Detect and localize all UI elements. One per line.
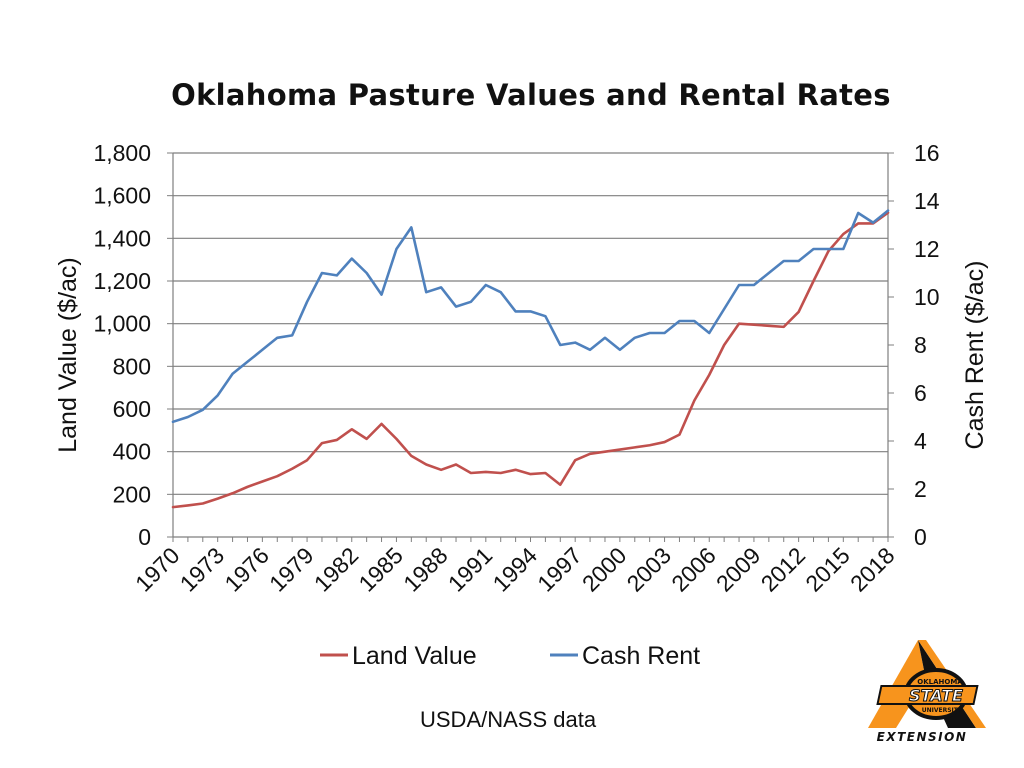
- x-tick-label: 2012: [756, 542, 811, 597]
- x-tick-label: 1979: [264, 542, 319, 597]
- left-tick-label: 800: [113, 353, 151, 379]
- right-tick-label: 12: [914, 236, 940, 262]
- legend-label-cash-rent: Cash Rent: [582, 642, 700, 670]
- series-line-land-value: [171, 211, 890, 509]
- left-tick-label: 1,600: [93, 183, 151, 209]
- left-tick-label: 600: [113, 396, 151, 422]
- left-tick-label: 400: [113, 439, 151, 465]
- x-tick-label: 2000: [577, 542, 632, 597]
- x-tick-label: 2009: [711, 542, 766, 597]
- right-axis-ticks: 0 2 4 6 8 10 12 14 16: [914, 140, 940, 550]
- x-tick-label: 2003: [622, 542, 677, 597]
- svg-text:EXTENSION: EXTENSION: [877, 730, 968, 744]
- left-tick-label: 1,200: [93, 268, 151, 294]
- series-line-cash-rent: [171, 209, 890, 424]
- x-tick-label: 1970: [130, 542, 185, 597]
- svg-text:STATE: STATE: [909, 686, 963, 705]
- x-tick-label: 1997: [532, 542, 587, 597]
- right-tick-label: 4: [914, 428, 927, 454]
- left-tick-label: 200: [113, 481, 151, 507]
- x-tick-label: 2018: [845, 542, 900, 597]
- right-tick-label: 6: [914, 380, 927, 406]
- x-tick-label: 1982: [309, 542, 364, 597]
- source-note: USDA/NASS data: [420, 707, 597, 732]
- x-tick-label: 1994: [487, 542, 542, 597]
- right-tick-label: 14: [914, 188, 940, 214]
- svg-text:UNIVERSITY: UNIVERSITY: [922, 707, 963, 714]
- x-tick-label: 2015: [800, 542, 855, 597]
- y-axis-title: Land Value ($/ac): [54, 257, 82, 453]
- x-tick-label: 2006: [666, 542, 721, 597]
- right-tick-label: 10: [914, 284, 940, 310]
- left-tick-label: 1,800: [93, 140, 151, 166]
- x-axis-ticks: 1970197319761979198219851988199119941997…: [130, 542, 900, 597]
- chart-title: Oklahoma Pasture Values and Rental Rates: [171, 78, 891, 112]
- y2-axis-title: Cash Rent ($/ac): [961, 261, 989, 450]
- right-tick-label: 16: [914, 140, 940, 166]
- x-tick-label: 1991: [443, 542, 498, 597]
- right-tick-label: 8: [914, 332, 927, 358]
- x-tick-label: 1976: [219, 542, 274, 597]
- legend: Land Value Cash Rent: [320, 642, 700, 670]
- x-tick-label: 1988: [398, 542, 453, 597]
- left-tick-label: 0: [138, 524, 151, 550]
- left-tick-label: 1,400: [93, 225, 151, 251]
- right-tick-label: 0: [914, 524, 927, 550]
- legend-label-land-value: Land Value: [352, 642, 477, 670]
- osu-extension-logo: OKLAHOMA STATE UNIVERSITY EXTENSION: [868, 640, 986, 744]
- series-layer: [171, 209, 890, 509]
- left-tick-label: 1,000: [93, 311, 151, 337]
- x-tick-label: 1985: [353, 542, 408, 597]
- x-tick-label: 1973: [175, 542, 230, 597]
- gridlines: [173, 152, 888, 538]
- right-tick-label: 2: [914, 476, 927, 502]
- svg-text:OKLAHOMA: OKLAHOMA: [917, 678, 963, 686]
- axes: [167, 152, 894, 542]
- left-axis-ticks: 0 200 400 600 800 1,000 1,200 1,400 1,600 1,800: [93, 140, 151, 550]
